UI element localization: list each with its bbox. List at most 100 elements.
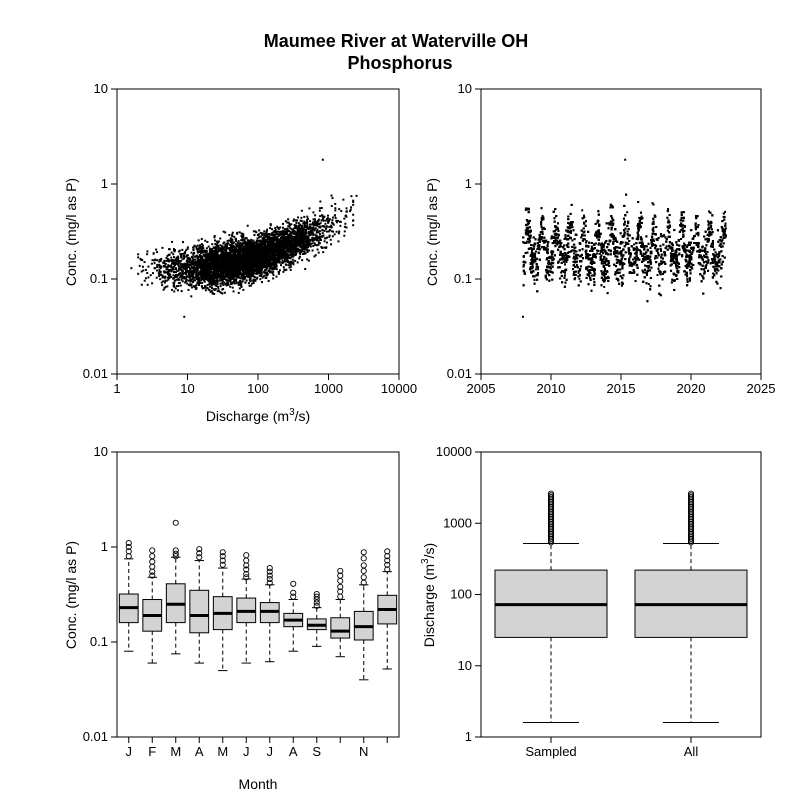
data-point [254, 259, 257, 262]
data-point [267, 263, 270, 266]
data-point [270, 259, 273, 262]
data-point [250, 238, 253, 241]
data-point [186, 257, 189, 260]
data-point [245, 274, 248, 277]
data-point [282, 255, 285, 258]
data-point [309, 233, 312, 236]
data-point [175, 273, 178, 276]
data-point [304, 226, 307, 229]
data-point [247, 267, 250, 270]
data-point [249, 267, 252, 270]
data-point [268, 239, 271, 242]
data-point [302, 233, 305, 236]
data-point [253, 264, 256, 267]
data-point [238, 255, 241, 258]
data-point [286, 244, 289, 247]
data-point [283, 254, 286, 257]
data-point [187, 275, 190, 278]
data-point [298, 251, 301, 254]
data-point [289, 233, 292, 236]
data-point [190, 265, 193, 268]
data-point [248, 256, 251, 259]
data-point [258, 245, 261, 248]
data-point [237, 272, 240, 275]
data-point [216, 240, 219, 243]
data-point [317, 239, 320, 242]
data-point [218, 273, 221, 276]
data-point [284, 241, 287, 244]
data-point [271, 243, 274, 246]
data-point [277, 227, 280, 230]
data-point [193, 263, 196, 266]
data-point [283, 251, 286, 254]
data-point [328, 219, 331, 222]
data-point [235, 272, 238, 275]
data-point [202, 247, 205, 250]
data-point [252, 248, 255, 251]
data-point [261, 253, 264, 256]
data-point [260, 243, 263, 246]
data-point [230, 249, 233, 252]
data-point [282, 237, 285, 240]
data-point [237, 240, 240, 243]
data-point [196, 273, 199, 276]
data-point [205, 275, 208, 278]
data-point [230, 240, 233, 243]
data-point [206, 257, 209, 260]
data-point [282, 261, 285, 264]
data-point [292, 228, 295, 231]
data-point [221, 265, 224, 268]
data-point [213, 268, 216, 271]
data-point [256, 244, 259, 247]
data-point [273, 238, 276, 241]
data-point [196, 244, 199, 247]
data-point [174, 287, 177, 290]
data-point [306, 215, 309, 218]
data-point [239, 257, 242, 260]
data-point [284, 242, 287, 245]
data-point [290, 250, 293, 253]
data-point [240, 243, 243, 246]
data-point [291, 258, 294, 261]
data-point [232, 270, 235, 273]
data-point [204, 265, 207, 268]
data-point [217, 287, 220, 290]
data-point [238, 273, 241, 276]
data-point [181, 275, 184, 278]
data-point [249, 259, 252, 262]
data-point [240, 232, 243, 235]
data-point [276, 255, 279, 258]
data-point [177, 267, 180, 270]
data-point [170, 276, 173, 279]
data-point [310, 223, 313, 226]
data-point [142, 269, 145, 272]
data-point [261, 257, 264, 260]
data-point [256, 237, 259, 240]
data-point [303, 215, 306, 218]
data-point [312, 224, 315, 227]
data-point [162, 288, 165, 291]
data-point [259, 252, 262, 255]
data-point [243, 240, 246, 243]
data-point [285, 244, 288, 247]
data-point [297, 238, 300, 241]
data-point [254, 247, 257, 250]
data-point [298, 229, 301, 232]
data-point [302, 227, 305, 230]
data-point [167, 272, 170, 275]
data-point [279, 236, 282, 239]
data-point [254, 265, 257, 268]
data-point [304, 245, 307, 248]
data-point [239, 250, 242, 253]
data-point [220, 292, 223, 295]
data-point [256, 246, 259, 249]
data-point [263, 240, 266, 243]
data-point [211, 287, 214, 290]
data-point [204, 289, 207, 292]
data-point [277, 240, 280, 243]
data-point [201, 269, 204, 272]
data-point [238, 269, 241, 272]
data-point [289, 264, 292, 267]
data-point [254, 261, 257, 264]
data-point [260, 274, 263, 277]
